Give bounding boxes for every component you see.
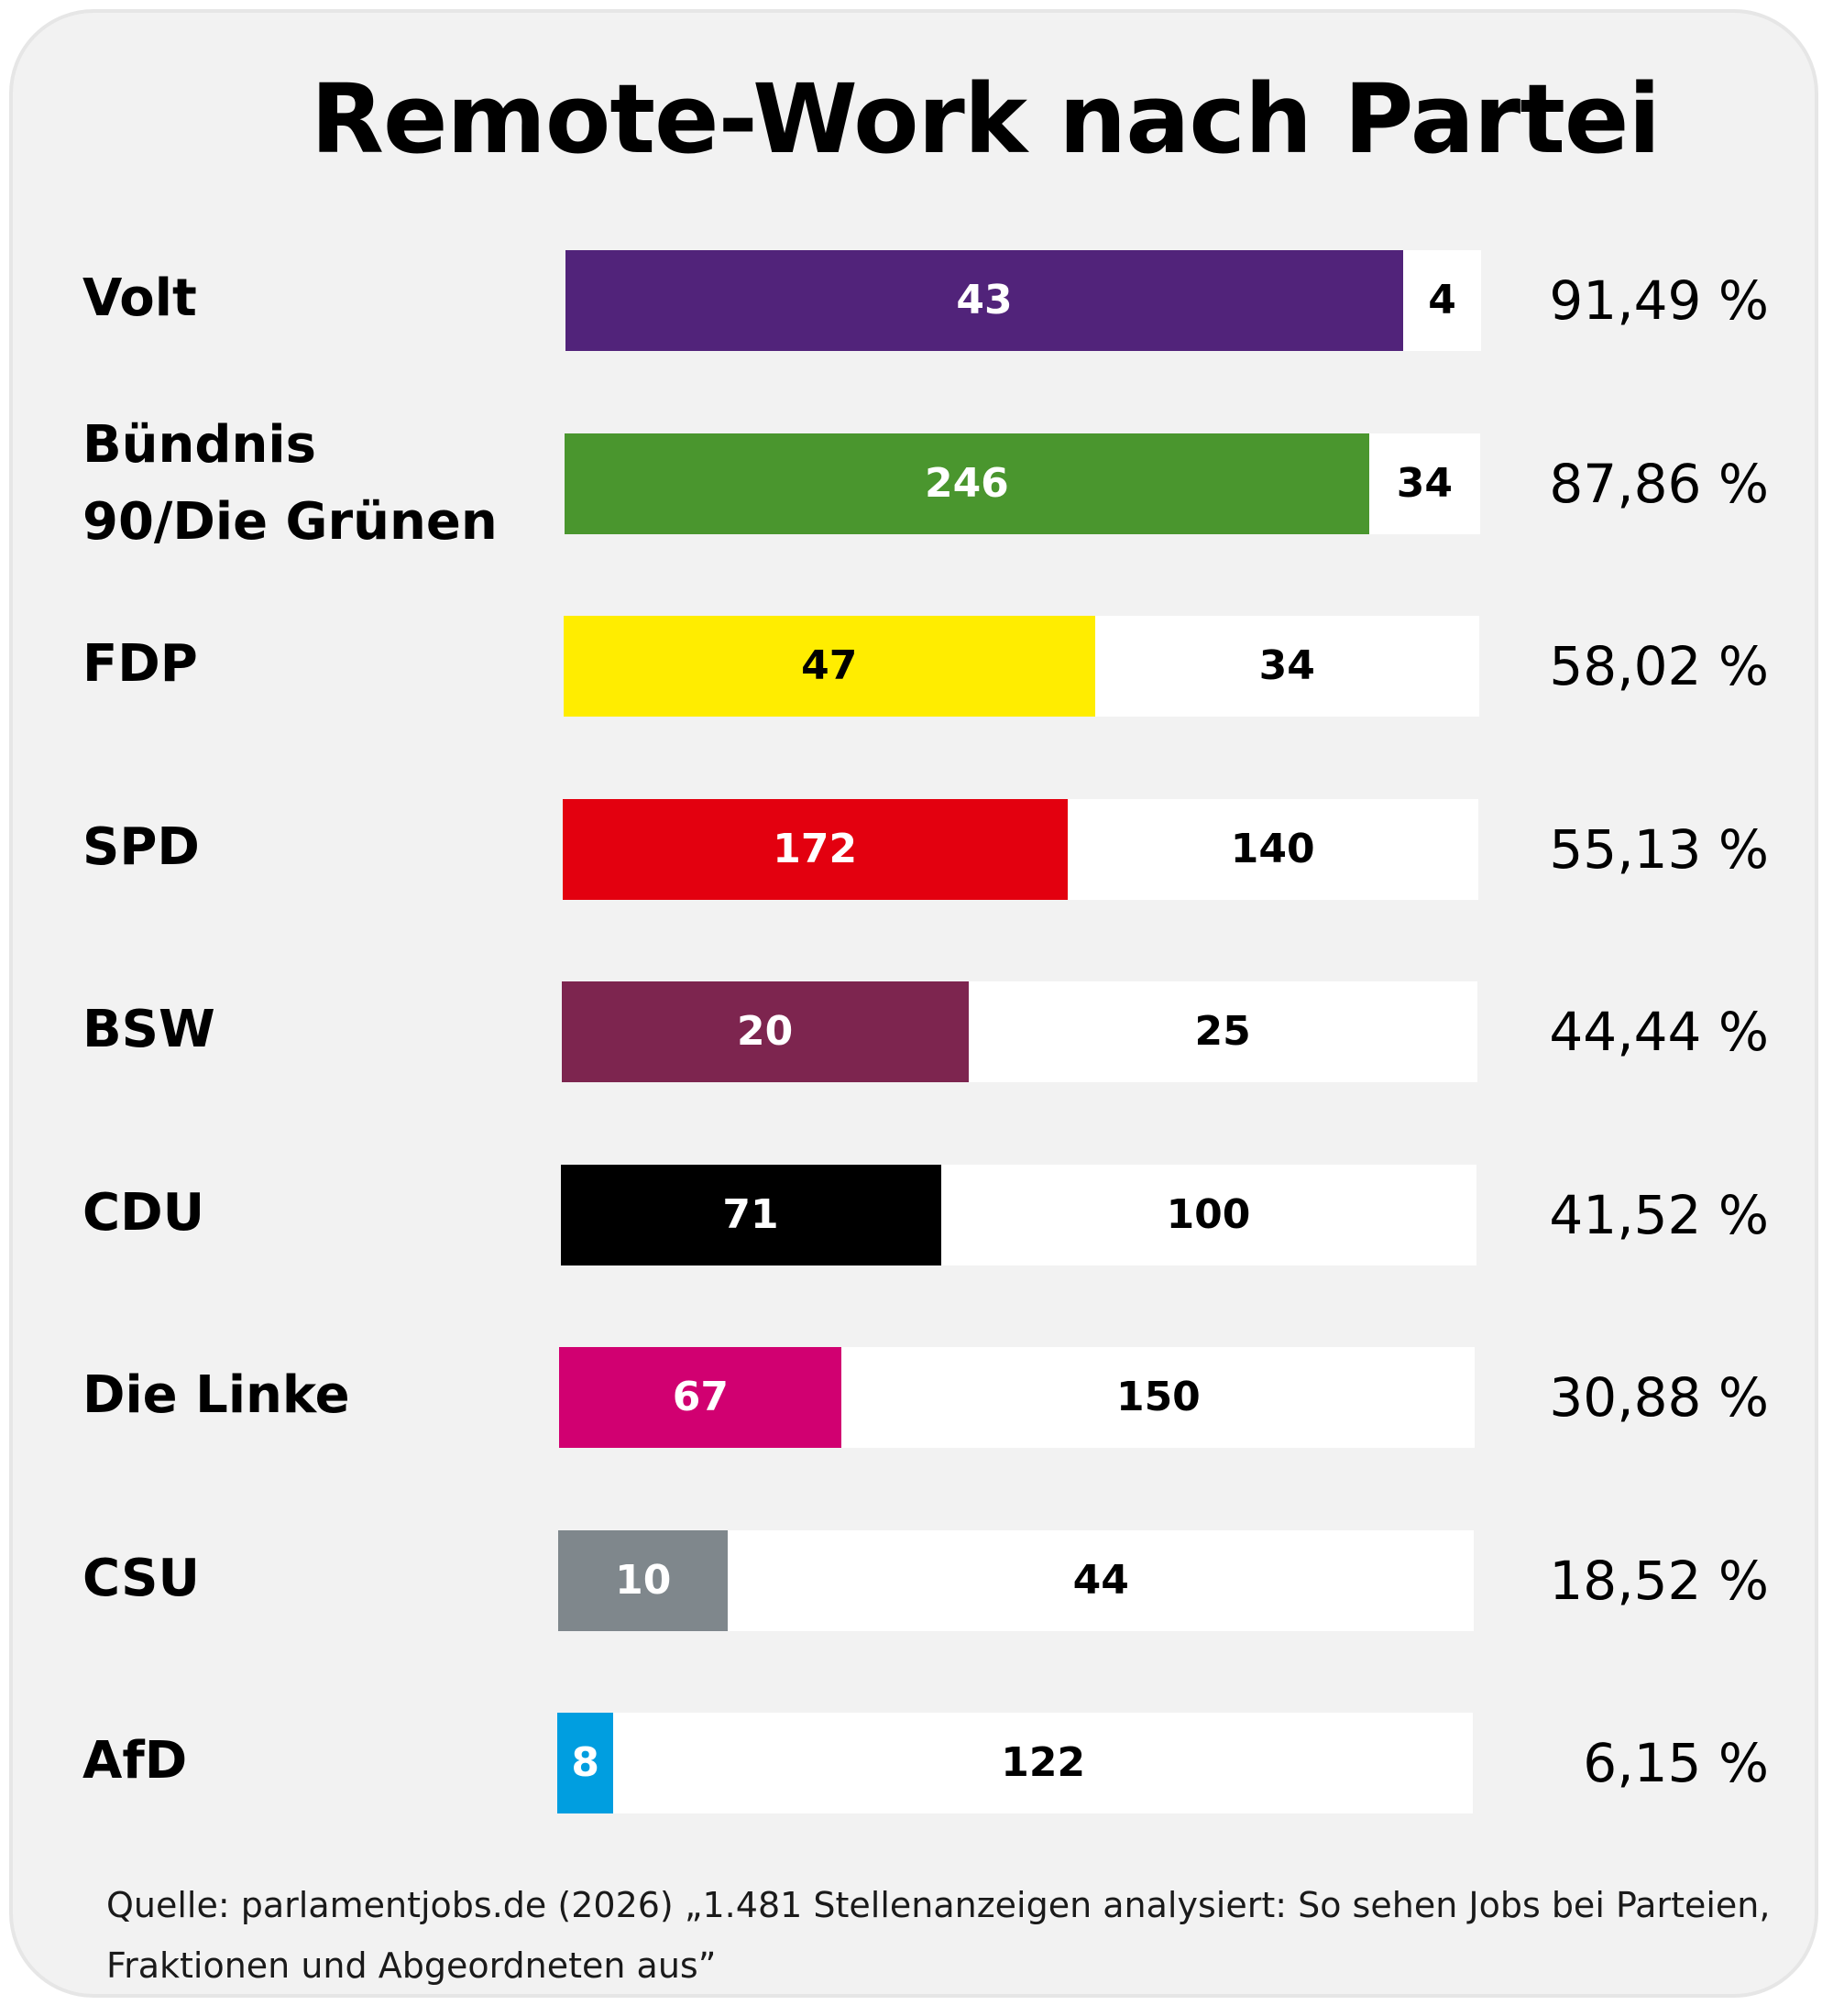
remote-value-label: 10 — [615, 1556, 672, 1604]
remote-value-label: 8 — [571, 1739, 599, 1786]
bar-remote — [561, 981, 969, 1082]
remote-value-label: 47 — [801, 642, 858, 689]
bar-track: 67 150 — [559, 1347, 1476, 1448]
percent-label: 44,44 % — [1549, 1001, 1769, 1063]
bar-remote — [560, 1164, 941, 1265]
not-remote-value-label: 4 — [1428, 277, 1456, 323]
remote-value-label: 172 — [773, 825, 858, 872]
remote-value-label: 43 — [956, 277, 1013, 323]
bar-remote — [565, 250, 1403, 351]
percent-label: 87,86 % — [1549, 452, 1769, 515]
percent-label: 6,15 % — [1583, 1732, 1769, 1794]
percent-label: 18,52 % — [1549, 1549, 1769, 1612]
bar-remote — [559, 1347, 842, 1448]
not-remote-value-label: 44 — [1072, 1556, 1129, 1604]
remote-value-label: 67 — [672, 1374, 729, 1420]
bar-remote — [563, 616, 1095, 717]
not-remote-value-label: 150 — [1115, 1374, 1201, 1420]
percent-label: 41,52 % — [1549, 1183, 1769, 1246]
bar-track: 20 25 — [561, 981, 1477, 1082]
percent-label: 91,49 % — [1549, 269, 1769, 332]
category-label: BSW — [82, 1000, 215, 1059]
category-label: Bündnis 90/Die Grünen — [82, 414, 498, 552]
remote-value-label: 20 — [736, 1008, 794, 1055]
category-label: Volt — [82, 268, 197, 328]
bar-remote — [557, 1713, 614, 1813]
bar-remote — [564, 433, 1369, 534]
bar-remote — [558, 1529, 729, 1631]
percent-label: 55,13 % — [1549, 817, 1769, 881]
remote-value-label: 71 — [722, 1190, 779, 1238]
bar-track: 71 100 — [560, 1164, 1476, 1265]
category-label: Die Linke — [82, 1365, 350, 1425]
not-remote-value-label: 34 — [1258, 642, 1315, 689]
not-remote-value-label: 34 — [1396, 459, 1453, 507]
bar-track: 43 4 — [565, 250, 1481, 351]
category-label: CDU — [82, 1182, 205, 1243]
category-label: CSU — [82, 1548, 200, 1608]
percent-label: 30,88 % — [1549, 1366, 1769, 1429]
bar-track: 10 44 — [558, 1529, 1475, 1631]
category-label: FDP — [82, 634, 198, 694]
not-remote-value-label: 25 — [1194, 1008, 1251, 1055]
category-label: AfD — [82, 1731, 188, 1791]
not-remote-value-label: 100 — [1166, 1190, 1251, 1238]
bar-track: 47 34 — [563, 616, 1479, 717]
bar-remote — [562, 798, 1068, 900]
bar-track: 8 122 — [557, 1713, 1474, 1813]
chart-title: Remote-Work nach Partei — [310, 63, 1661, 175]
bar-track: 172 140 — [562, 798, 1478, 900]
not-remote-value-label: 122 — [1001, 1739, 1086, 1786]
category-label: SPD — [82, 816, 200, 877]
remote-value-label: 246 — [924, 459, 1009, 507]
not-remote-value-label: 140 — [1230, 825, 1315, 872]
percent-label: 58,02 % — [1549, 635, 1769, 697]
bar-track: 246 34 — [564, 433, 1480, 534]
source-note: Quelle: parlamentjobs.de (2026) „1.481 S… — [106, 1885, 1771, 1986]
